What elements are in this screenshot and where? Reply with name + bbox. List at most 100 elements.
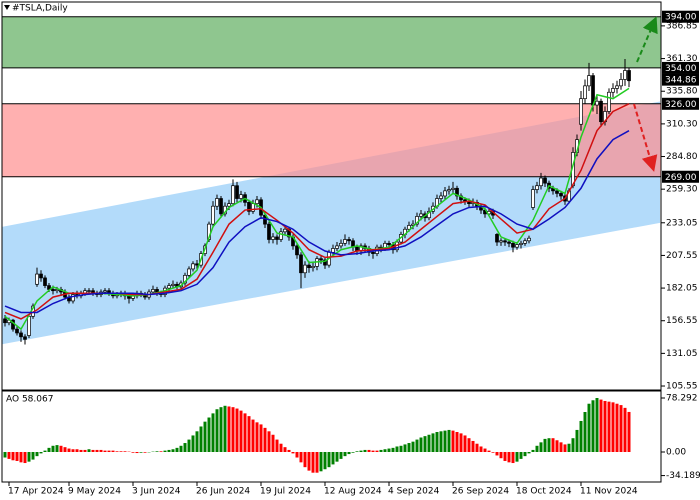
price-box bbox=[662, 97, 699, 110]
candle-body bbox=[503, 240, 507, 243]
ao-bar bbox=[83, 449, 87, 452]
zone bbox=[2, 16, 661, 68]
x-tick-label: 4 Sep 2024 bbox=[388, 487, 440, 497]
ao-bar bbox=[159, 451, 163, 452]
ao-bar bbox=[135, 452, 139, 454]
ao-bar bbox=[379, 449, 383, 452]
candle-body bbox=[523, 240, 527, 244]
candle-body bbox=[279, 231, 283, 240]
price-box bbox=[662, 10, 699, 23]
ao-bar bbox=[515, 452, 519, 462]
candle-body bbox=[247, 202, 251, 212]
ao-bar bbox=[459, 433, 463, 452]
candle-body bbox=[451, 187, 455, 190]
candle-body bbox=[611, 88, 615, 93]
ao-bar bbox=[319, 452, 323, 472]
ao-bar bbox=[571, 438, 575, 452]
price-box bbox=[662, 61, 699, 74]
ao-bar bbox=[335, 452, 339, 462]
x-tick-label: 3 Jun 2024 bbox=[132, 487, 181, 497]
ao-frame bbox=[1, 390, 662, 483]
candle-body bbox=[519, 242, 523, 245]
candle-body bbox=[507, 241, 511, 244]
ao-bar bbox=[3, 452, 7, 458]
ao-bar bbox=[339, 452, 343, 459]
ao-bar bbox=[143, 452, 147, 453]
ao-bar bbox=[91, 449, 95, 452]
candle-body bbox=[531, 189, 535, 208]
candle-body bbox=[443, 190, 447, 197]
ao-bar bbox=[471, 440, 475, 452]
ao-bar bbox=[287, 449, 291, 452]
ao-bar bbox=[119, 451, 123, 452]
ao-bar bbox=[47, 447, 51, 452]
ao-bar bbox=[507, 452, 511, 463]
candle-body bbox=[183, 274, 187, 284]
symbol-icon bbox=[4, 5, 10, 10]
x-tick-label: 19 Jul 2024 bbox=[260, 487, 311, 497]
candle-body bbox=[627, 70, 631, 82]
candle-body bbox=[87, 290, 91, 292]
ao-bar bbox=[191, 435, 195, 452]
ao-bar bbox=[203, 421, 207, 452]
moving-average bbox=[4, 130, 630, 314]
ao-bar bbox=[447, 429, 451, 452]
ao-bar bbox=[383, 449, 387, 452]
candle-body bbox=[299, 254, 303, 274]
candle-body bbox=[371, 251, 375, 254]
candle-body bbox=[283, 228, 287, 233]
ao-bar bbox=[547, 438, 551, 452]
candle-body bbox=[331, 248, 335, 253]
price-box-label: 394.00 bbox=[665, 13, 697, 23]
candle-body bbox=[343, 239, 347, 244]
ao-bar bbox=[243, 413, 247, 452]
candle-body bbox=[495, 234, 499, 243]
down-arrow bbox=[633, 103, 658, 172]
candle-body bbox=[191, 263, 195, 270]
ao-bar bbox=[31, 452, 35, 460]
candle-body bbox=[195, 263, 199, 266]
ao-bar bbox=[239, 410, 243, 452]
candle-body bbox=[539, 177, 543, 187]
ao-bar bbox=[443, 430, 447, 452]
plot-area bbox=[2, 16, 661, 473]
ao-bar bbox=[67, 448, 71, 452]
ao-bar bbox=[23, 452, 27, 464]
candle-body bbox=[211, 205, 215, 225]
candle-body bbox=[255, 199, 259, 204]
ao-bar bbox=[359, 450, 363, 452]
zone bbox=[2, 103, 661, 177]
ao-bar bbox=[99, 449, 103, 452]
ao-bar bbox=[487, 450, 491, 452]
ao-bar bbox=[107, 450, 111, 452]
candle-body bbox=[599, 100, 603, 123]
candle-body bbox=[499, 240, 503, 243]
ao-bar bbox=[43, 450, 47, 452]
arrows bbox=[633, 16, 658, 172]
ao-bar bbox=[255, 422, 259, 452]
ao-bar bbox=[475, 443, 479, 452]
ao-bar bbox=[39, 452, 43, 454]
ao-bar bbox=[423, 436, 427, 452]
y-tick-label: 131.05 bbox=[666, 349, 698, 359]
ao-bar bbox=[367, 449, 371, 452]
candle-body bbox=[43, 277, 47, 286]
x-tick-label: 26 Jun 2024 bbox=[196, 487, 250, 497]
ao-bar bbox=[535, 445, 539, 452]
y-tick-label: 335.80 bbox=[666, 87, 698, 97]
ao-bar bbox=[195, 431, 199, 452]
candle-body bbox=[515, 244, 519, 248]
ao-bar bbox=[411, 441, 415, 452]
candle-body bbox=[527, 237, 531, 242]
ao-bar bbox=[231, 407, 235, 452]
price-box bbox=[662, 73, 699, 86]
ao-bar bbox=[207, 417, 211, 452]
candle-body bbox=[407, 225, 411, 230]
ao-bar bbox=[611, 402, 615, 452]
candle-body bbox=[587, 75, 591, 87]
ao-bar bbox=[479, 446, 483, 452]
chart-title: #TSLA,Daily bbox=[12, 4, 68, 14]
ao-bar bbox=[55, 445, 59, 452]
candle-body bbox=[171, 283, 175, 286]
